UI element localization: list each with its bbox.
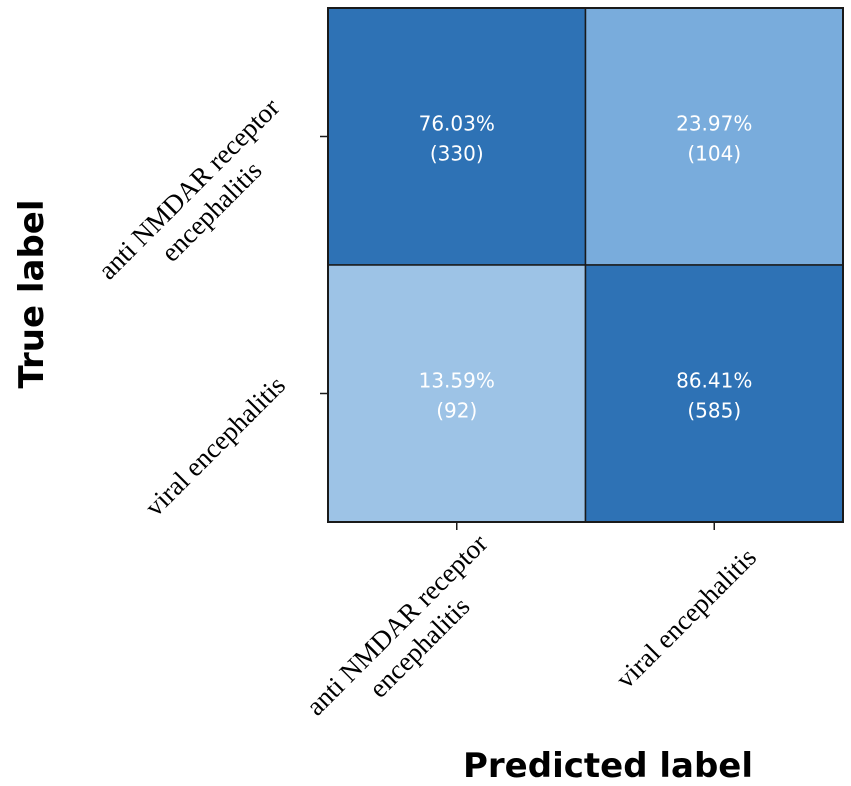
cell-count-label: (104) [687, 142, 741, 166]
x-tick-labels: anti NMDAR receptorencephalitis viral enc… [300, 528, 762, 744]
x-tick-label-line: anti NMDAR receptor [300, 528, 493, 721]
axis-ticks [320, 135, 715, 530]
x-tick-label: anti NMDAR receptorencephalitis [300, 528, 516, 744]
matrix-cell-0-1 [584, 7, 844, 266]
y-tick-label-line: anti NMDAR receptor [92, 92, 285, 285]
cell-count-label: (585) [687, 399, 741, 423]
y-tick-label: anti NMDAR receptorencephalitis [92, 92, 308, 308]
matrix-cell-0-0 [327, 7, 587, 266]
cell-count-label: (330) [430, 142, 484, 166]
x-tick-label: viral encephalitis [610, 542, 762, 694]
y-tick-label: viral encephalitis [139, 370, 291, 522]
y-tick-label-line: viral encephalitis [139, 370, 291, 522]
plot-frame [327, 7, 844, 523]
matrix-cell-1-0 [327, 264, 587, 523]
cell-percent-label: 13.59% [419, 369, 495, 393]
matrix-cells: 76.03% (330) 23.97% (104) 13.59% (92) 86.41% (5… [327, 7, 844, 523]
y-tick-labels: anti NMDAR receptorencephalitis viral enc… [92, 92, 308, 522]
matrix-cell-1-1 [584, 264, 844, 523]
x-axis-title: Predicted label [463, 746, 753, 786]
x-tick-label-line: viral encephalitis [610, 542, 762, 694]
y-axis-title: True label [12, 200, 52, 389]
cell-percent-label: 86.41% [676, 369, 752, 393]
cell-percent-label: 76.03% [419, 112, 495, 136]
cell-count-label: (92) [436, 399, 477, 423]
cell-percent-label: 23.97% [676, 112, 752, 136]
